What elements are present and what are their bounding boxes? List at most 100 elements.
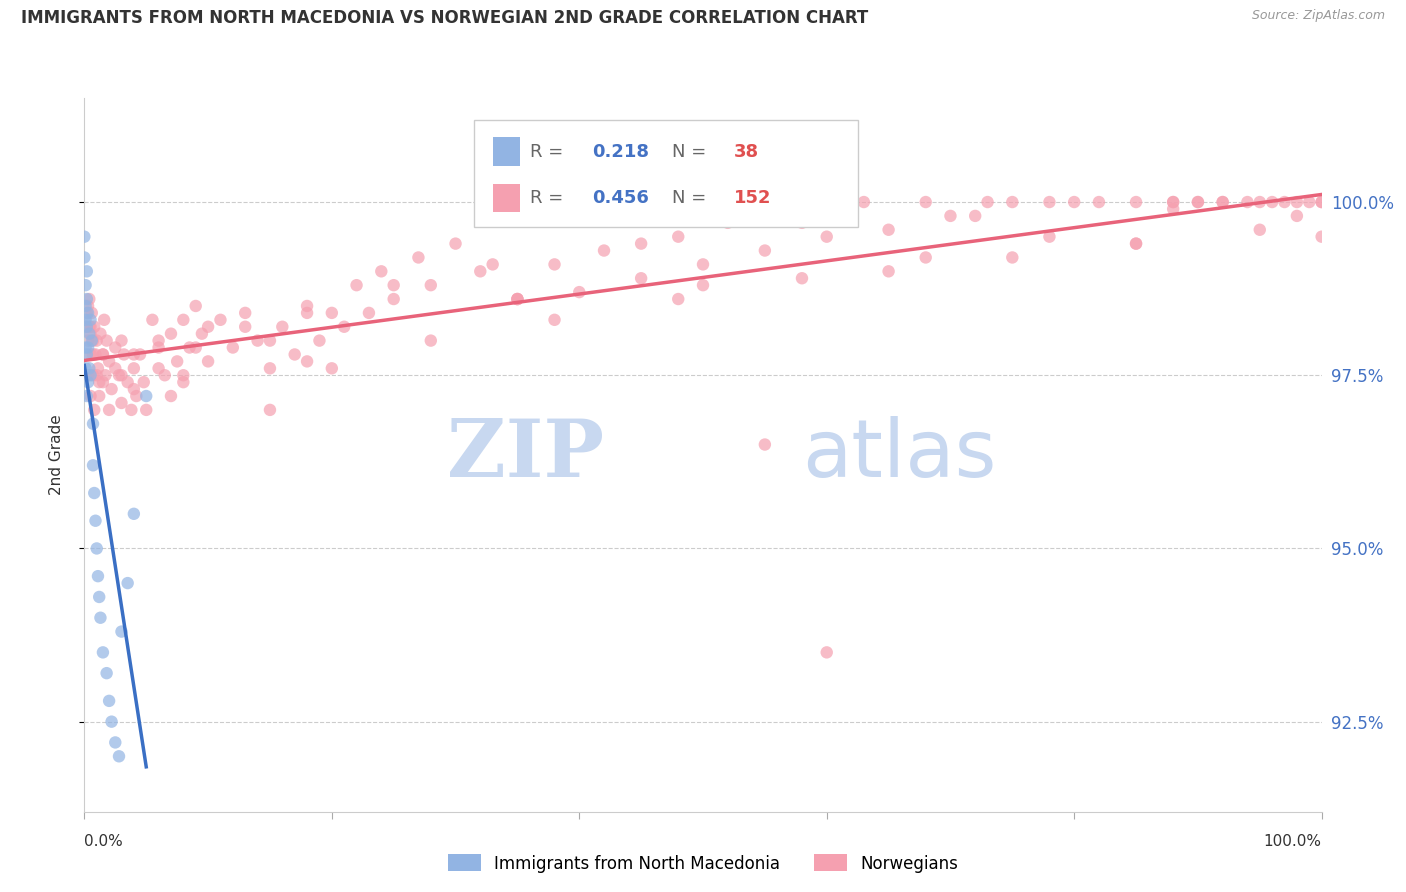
Y-axis label: 2nd Grade: 2nd Grade xyxy=(49,415,63,495)
Point xyxy=(89,590,111,604)
Point xyxy=(148,334,170,348)
Point xyxy=(75,319,97,334)
Point xyxy=(75,361,97,376)
Point xyxy=(630,271,652,285)
Text: 0.456: 0.456 xyxy=(592,189,648,207)
Point xyxy=(135,389,157,403)
Point xyxy=(666,229,689,244)
Point xyxy=(89,389,111,403)
Point xyxy=(506,292,529,306)
Point xyxy=(77,306,100,320)
Point xyxy=(754,437,776,451)
Point xyxy=(852,195,875,210)
Point xyxy=(1212,195,1234,210)
Point xyxy=(222,341,245,355)
Point xyxy=(83,486,105,500)
Point xyxy=(110,334,132,348)
Point xyxy=(197,319,219,334)
Point xyxy=(191,326,214,341)
Point xyxy=(382,278,405,293)
Point xyxy=(100,714,122,729)
Text: 100.0%: 100.0% xyxy=(1264,834,1322,849)
Point xyxy=(295,354,318,368)
Text: N =: N = xyxy=(672,189,711,207)
Point xyxy=(93,313,115,327)
Point xyxy=(717,216,740,230)
Point xyxy=(321,306,343,320)
Point xyxy=(444,236,467,251)
Point xyxy=(79,347,101,361)
Text: 38: 38 xyxy=(734,143,759,161)
FancyBboxPatch shape xyxy=(474,120,858,227)
Point xyxy=(568,285,591,299)
Point xyxy=(86,334,108,348)
Point xyxy=(75,313,97,327)
Point xyxy=(79,292,101,306)
Point xyxy=(76,347,98,361)
Point xyxy=(914,195,936,210)
Text: 0.0%: 0.0% xyxy=(84,834,124,849)
Point xyxy=(104,361,127,376)
Point xyxy=(172,313,194,327)
Point xyxy=(295,306,318,320)
Point xyxy=(1274,195,1296,210)
Point xyxy=(1001,195,1024,210)
Text: 152: 152 xyxy=(734,189,772,207)
Point xyxy=(543,257,565,271)
Point xyxy=(408,251,430,265)
Point xyxy=(184,341,207,355)
Point xyxy=(82,458,104,473)
Point xyxy=(120,403,142,417)
Point xyxy=(73,229,96,244)
Point xyxy=(108,368,131,383)
Point xyxy=(877,223,900,237)
Point xyxy=(1187,195,1209,210)
Point xyxy=(1298,195,1320,210)
Point xyxy=(179,341,201,355)
Point xyxy=(122,507,145,521)
Legend: Immigrants from North Macedonia, Norwegians: Immigrants from North Macedonia, Norwegi… xyxy=(441,847,965,880)
Point xyxy=(75,341,97,355)
Point xyxy=(83,319,105,334)
Point xyxy=(965,209,987,223)
Text: atlas: atlas xyxy=(801,416,997,494)
Point xyxy=(259,403,281,417)
Point xyxy=(1310,195,1333,210)
Point xyxy=(1212,195,1234,210)
Point xyxy=(346,278,368,293)
Point xyxy=(357,306,380,320)
Point xyxy=(692,278,714,293)
Point xyxy=(1001,251,1024,265)
Text: ZIP: ZIP xyxy=(447,416,605,494)
Point xyxy=(233,306,256,320)
Point xyxy=(141,313,163,327)
Text: R =: R = xyxy=(530,143,569,161)
Point xyxy=(754,244,776,258)
Point xyxy=(246,334,269,348)
Point xyxy=(96,666,118,681)
Point xyxy=(91,347,114,361)
Bar xyxy=(492,137,520,166)
Point xyxy=(79,361,101,376)
Point xyxy=(666,292,689,306)
Point xyxy=(80,306,103,320)
Point xyxy=(76,264,98,278)
Point xyxy=(419,278,441,293)
Point xyxy=(1261,195,1284,210)
Point xyxy=(76,306,98,320)
Point xyxy=(91,347,114,361)
Text: R =: R = xyxy=(530,189,569,207)
Point xyxy=(543,313,565,327)
Point xyxy=(87,361,110,376)
Text: 0.218: 0.218 xyxy=(592,143,648,161)
Point xyxy=(470,264,492,278)
Point xyxy=(1088,195,1111,210)
Point xyxy=(79,326,101,341)
Point xyxy=(370,264,392,278)
Point xyxy=(976,195,998,210)
Point xyxy=(790,216,813,230)
Point xyxy=(79,389,101,403)
Point xyxy=(108,749,131,764)
Point xyxy=(75,299,97,313)
Point xyxy=(1310,229,1333,244)
